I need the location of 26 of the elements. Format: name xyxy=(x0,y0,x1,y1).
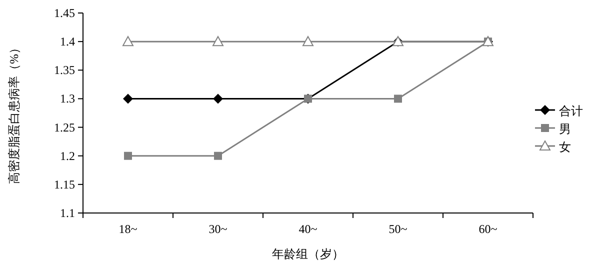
y-tick-label: 1.3 xyxy=(60,92,75,106)
y-tick-label: 1.45 xyxy=(54,6,75,20)
point xyxy=(123,94,133,104)
point xyxy=(394,94,402,103)
point xyxy=(124,152,132,160)
legend-label: 女 xyxy=(559,140,571,154)
legend-label: 合计 xyxy=(559,104,583,118)
y-tick-label: 1.1 xyxy=(60,206,75,220)
y-tick-label: 1.35 xyxy=(54,63,75,78)
x-tick-label: 18~ xyxy=(118,222,138,236)
legend-label: 男 xyxy=(559,122,571,136)
x-tick-label: 40~ xyxy=(298,222,318,236)
point xyxy=(302,36,314,46)
y-axis-title: 高密度脂蛋白患病率（%） xyxy=(7,42,21,184)
point xyxy=(213,94,223,104)
x-axis-title: 年龄组（岁） xyxy=(272,247,344,261)
y-tick-label: 1.4 xyxy=(60,34,75,49)
point xyxy=(212,36,224,46)
x-tick-label: 60~ xyxy=(478,222,498,236)
x-tick-label: 30~ xyxy=(208,222,228,236)
y-tick-label: 1.2 xyxy=(60,148,75,163)
y-tick-label: 1.15 xyxy=(54,177,75,192)
x-tick-label: 50~ xyxy=(388,222,408,236)
y-tick-label: 1.25 xyxy=(54,120,75,134)
point xyxy=(122,36,134,46)
point xyxy=(214,152,222,160)
